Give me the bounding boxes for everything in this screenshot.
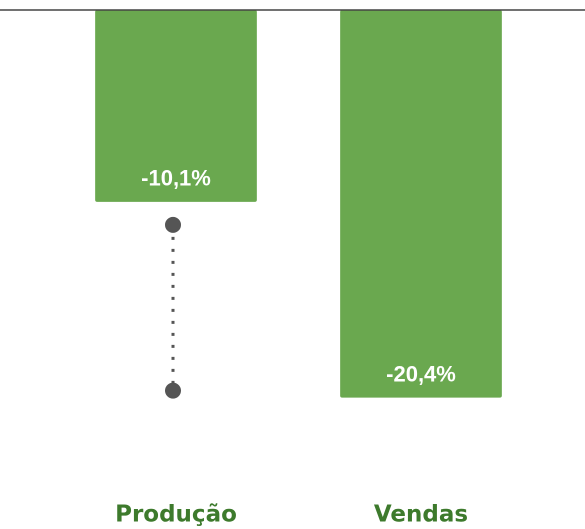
bar	[340, 10, 502, 398]
x-tick-label: Vendas	[374, 502, 468, 528]
x-tick-label: Produção	[115, 502, 237, 528]
value-label: -10,1%	[141, 166, 211, 191]
connector	[165, 216, 181, 399]
dot	[165, 382, 181, 399]
bar	[95, 10, 257, 202]
dot	[165, 216, 181, 233]
value-label: -20,4%	[386, 361, 456, 386]
